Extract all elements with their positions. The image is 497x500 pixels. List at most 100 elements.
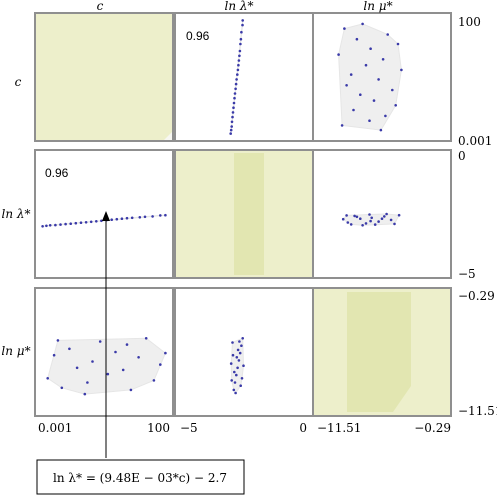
data-point [59, 223, 62, 226]
data-point [84, 221, 88, 224]
data-point [384, 114, 387, 118]
data-point [349, 73, 353, 76]
data-point [345, 214, 348, 217]
data-point [64, 222, 67, 226]
data-point [368, 119, 371, 122]
data-point [377, 220, 380, 223]
right-axis-bottom-label: −11.51 [458, 404, 497, 418]
panel-frame [34, 287, 174, 417]
data-point [95, 220, 98, 223]
data-point [379, 128, 383, 132]
data-point [241, 19, 244, 22]
panel-background [175, 288, 313, 416]
data-point [235, 78, 238, 81]
data-point [75, 366, 79, 370]
annotation-box [36, 459, 245, 495]
diagonal-background [35, 13, 173, 141]
data-point [238, 49, 242, 53]
data-point [144, 337, 148, 340]
data-point [370, 216, 374, 220]
data-point [41, 225, 44, 228]
panel [34, 12, 174, 142]
data-point [233, 92, 237, 95]
data-point [396, 42, 400, 46]
data-point [231, 341, 234, 344]
bottom-axis-left-label: −5 [180, 421, 198, 435]
panel [34, 149, 174, 279]
right-axis-bottom-label: 0.001 [458, 134, 492, 148]
data-point [152, 379, 156, 382]
panel [312, 287, 452, 417]
data-point [394, 104, 398, 107]
data-point [341, 217, 345, 221]
bottom-axis-right-label: 0 [299, 421, 307, 435]
panel-frame [312, 149, 452, 279]
data-point [159, 363, 162, 366]
data-point [159, 214, 162, 217]
row-header: c [15, 75, 22, 89]
data-point [235, 373, 238, 377]
panel-frame [312, 12, 452, 142]
bottom-axis-left-label: 0.001 [38, 421, 72, 435]
data-point [233, 96, 236, 100]
data-point [355, 215, 359, 219]
data-point [48, 224, 52, 227]
data-point [385, 212, 388, 216]
data-point [380, 217, 384, 220]
data-point [114, 350, 117, 354]
data-point [383, 215, 386, 218]
column-header: ln μ* [363, 0, 392, 13]
bottom-axis-right-label: −0.29 [414, 421, 451, 435]
data-point [89, 220, 93, 224]
data-point [232, 388, 236, 392]
diagonal-corner [163, 131, 173, 141]
data-point [130, 216, 134, 220]
data-point [79, 221, 83, 224]
data-point [230, 120, 234, 124]
data-point [233, 370, 236, 374]
bottom-axis-left-label: −11.51 [317, 421, 361, 435]
panel-background [35, 150, 173, 278]
data-point [91, 360, 94, 363]
data-point [151, 215, 154, 218]
data-point [164, 351, 167, 355]
data-point [340, 124, 344, 127]
data-point [237, 59, 241, 62]
diagonal-band [347, 292, 411, 412]
data-point [234, 87, 237, 91]
annotation-formula: ln λ* = (9.48E − 03*c) − 2.7 [53, 471, 227, 485]
data-point [138, 216, 142, 219]
data-point [361, 22, 364, 26]
right-axis-top-label: 0 [458, 149, 466, 163]
data-point [229, 128, 233, 132]
row-header: ln μ* [1, 344, 30, 358]
data-point [242, 364, 245, 368]
data-point [239, 42, 242, 46]
data-point [110, 218, 113, 221]
data-point [236, 73, 239, 76]
data-point [60, 386, 64, 390]
data-point [231, 111, 235, 114]
panel [174, 149, 314, 279]
panel [312, 12, 452, 142]
data-point [337, 53, 340, 56]
data-point [364, 222, 368, 225]
data-point [359, 217, 362, 220]
data-point [234, 82, 238, 86]
data-point [241, 23, 244, 27]
data-point [229, 362, 233, 365]
data-point [229, 132, 232, 135]
data-point [359, 93, 362, 96]
data-point [74, 221, 78, 225]
data-point [106, 372, 110, 376]
data-point [230, 379, 233, 382]
right-axis-bottom-label: −5 [458, 267, 476, 281]
data-point [377, 78, 380, 81]
data-point [98, 340, 102, 343]
data-point [239, 37, 243, 41]
data-point [355, 37, 359, 41]
data-point [45, 224, 48, 228]
data-point [125, 343, 129, 346]
data-point [346, 221, 350, 224]
